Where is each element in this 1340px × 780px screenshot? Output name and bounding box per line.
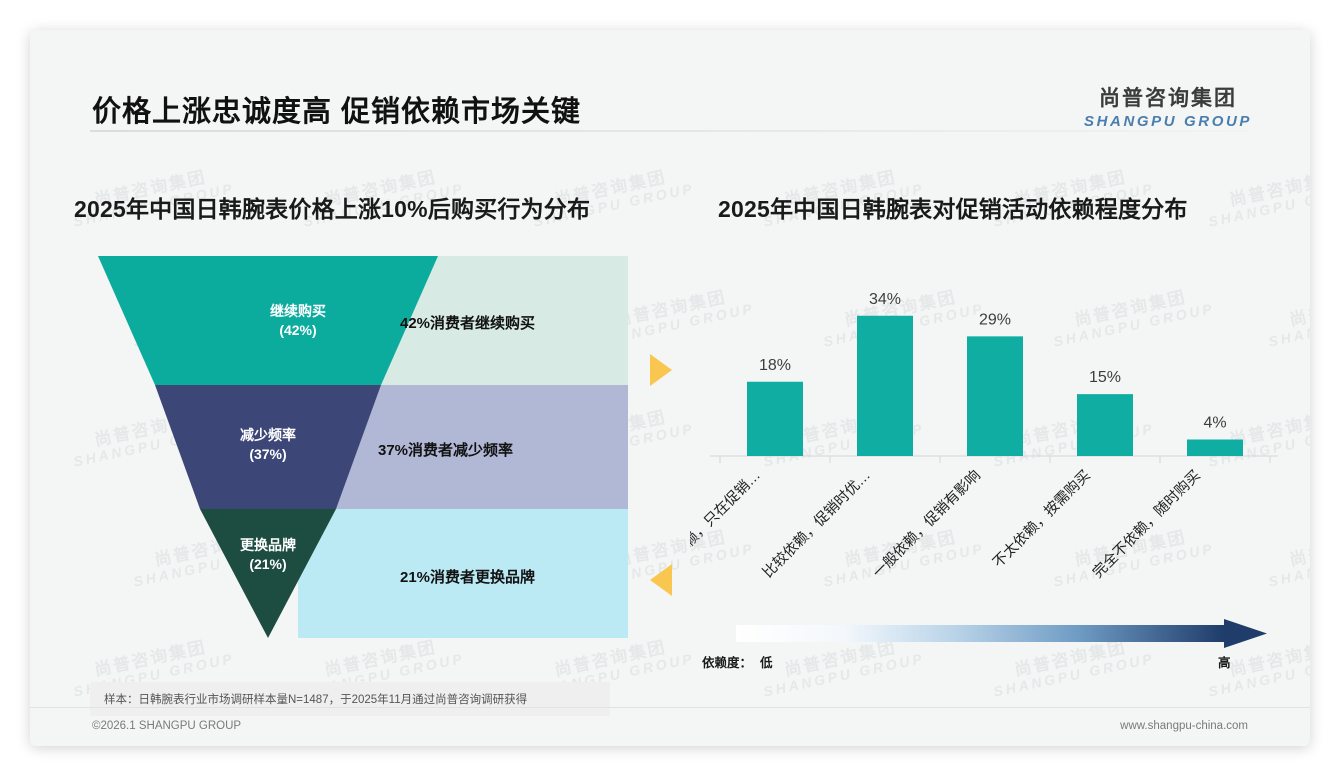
dependency-bar-chart: 18% 非常依赖，只在促销… 34% 比较依赖，促销时优… 29% 一般依赖，促销有影响 1…	[690, 256, 1290, 656]
bar-2[interactable]	[967, 336, 1023, 456]
footer-divider	[30, 707, 1310, 708]
left-section-heading: 2025年中国日韩腕表价格上涨10%后购买行为分布	[74, 196, 591, 222]
funnel-side-text-2: 21%消费者更换品牌	[400, 569, 536, 586]
funnel-side-text-1: 37%消费者减少频率	[378, 442, 514, 459]
footnote-box: 样本：日韩腕表行业市场调研样本量N=1487，于2025年11月通过尚普咨询调研…	[90, 682, 610, 716]
bar-4[interactable]	[1187, 439, 1243, 457]
bar-value-label-2: 29%	[979, 311, 1011, 328]
bar-3[interactable]	[1077, 394, 1133, 456]
bar-value-label-0: 18%	[759, 357, 791, 374]
funnel-label-0-name: 继续购买	[270, 303, 326, 319]
logo-english-text: SHANGPU GROUP	[1084, 113, 1252, 130]
funnel-band-1	[155, 385, 381, 509]
header-divider	[90, 130, 1250, 132]
funnel-chart: 继续购买 (42%) 减少频率 (37%) 更换品牌 (21%) 42%消费者继…	[98, 256, 672, 638]
play-triangle-right-icon	[650, 354, 672, 386]
play-triangle-left-icon	[650, 564, 672, 596]
funnel-side-band-2	[298, 509, 628, 638]
bar-value-label-4: 4%	[1203, 415, 1226, 432]
dependency-gradient-legend: 依赖度： 低 高	[690, 618, 1290, 680]
funnel-band-2	[200, 509, 336, 638]
footer-website: www.shangpu-china.com	[1120, 720, 1248, 732]
bar-0[interactable]	[747, 381, 803, 456]
funnel-label-2: 更换品牌 (21%)	[188, 536, 348, 574]
legend-title: 依赖度：	[702, 656, 753, 670]
x-axis-category-label-0: 非常依赖，只在促销…	[690, 467, 764, 582]
funnel-label-1: 减少频率 (37%)	[188, 426, 348, 464]
legend-low-label: 低	[760, 656, 773, 670]
logo-chinese-text: 尚普咨询集团	[1099, 87, 1237, 110]
x-axis-category-label-3: 不太依赖，按需购买	[990, 467, 1094, 571]
funnel-label-2-value: (21%)	[249, 555, 287, 572]
brand-logo: 尚普咨询集团 SHANGPU GROUP	[1084, 82, 1252, 130]
slide-header: 价格上涨忠诚度高 促销依赖市场关键 尚普咨询集团 SHANGPU GROUP	[30, 30, 1310, 132]
footnote-text: 样本：日韩腕表行业市场调研样本量N=1487，于2025年11月通过尚普咨询调研…	[104, 694, 528, 706]
funnel-graphic	[98, 256, 628, 638]
slide-card: 尚普咨询集团 SHANGPU GROUP 尚普咨询集团 SHANGPU GROUP 尚普…	[30, 30, 1310, 746]
funnel-side-text-0: 42%消费者继续购买	[400, 315, 536, 332]
footer-copyright: ©2026.1 SHANGPU GROUP	[92, 720, 242, 732]
x-axis-category-label-2: 一般依赖，促销有影响	[869, 467, 984, 582]
funnel-label-2-name: 更换品牌	[240, 537, 296, 553]
bar-value-label-3: 15%	[1089, 369, 1121, 386]
x-axis-category-label-1: 比较依赖，促销时优…	[759, 466, 874, 581]
legend-high-label: 高	[1218, 656, 1231, 670]
funnel-label-0-value: (42%)	[279, 321, 317, 338]
bar-value-label-1: 34%	[869, 291, 901, 308]
funnel-label-1-name: 减少频率	[240, 427, 296, 443]
page-title: 价格上涨忠诚度高 促销依赖市场关键	[92, 96, 582, 128]
bar-1[interactable]	[857, 315, 913, 456]
x-axis-category-label-4: 完全不依赖，随时购买	[1089, 466, 1204, 581]
funnel-label-1-value: (37%)	[249, 445, 287, 462]
gradient-arrow-icon	[736, 619, 1267, 648]
right-section-heading: 2025年中国日韩腕表对促销活动依赖程度分布	[718, 196, 1188, 222]
funnel-label-0: 继续购买 (42%)	[218, 302, 378, 340]
bar-chart-graphic: 18% 非常依赖，只在促销… 34% 比较依赖，促销时优… 29% 一般依赖，促销有影响 1…	[690, 291, 1278, 582]
funnel-band-0	[98, 256, 438, 385]
